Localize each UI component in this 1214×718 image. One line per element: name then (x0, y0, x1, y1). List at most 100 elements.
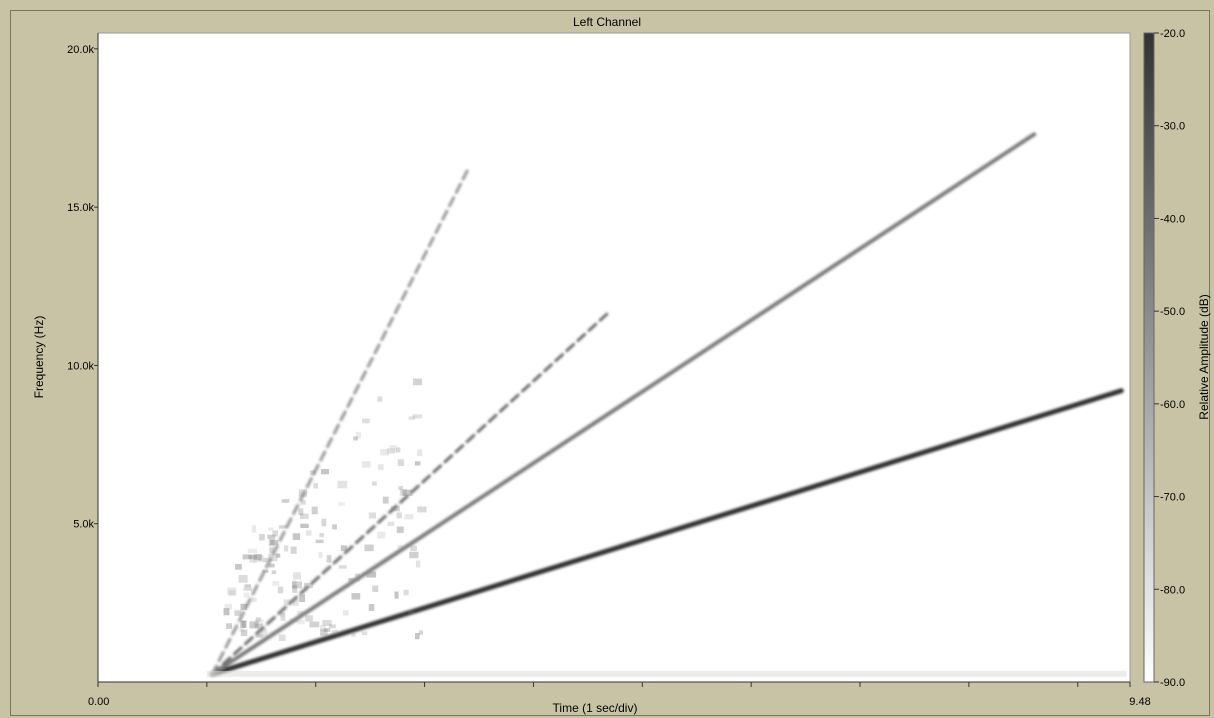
spectral-line-2 (210, 132, 1037, 677)
noise-blob (326, 555, 332, 563)
colorbar (1143, 32, 1155, 683)
y-tick-label: 20.0k (67, 44, 94, 56)
noise-blob (280, 612, 286, 617)
noise-blob (404, 514, 414, 520)
colorbar-tick-label: -20.0 (1160, 28, 1185, 40)
noise-blob (242, 554, 253, 560)
spectral-noise (206, 378, 1127, 677)
noise-blob (299, 513, 309, 520)
noise-blob (389, 445, 397, 453)
colorbar-tick-label: -40.0 (1160, 213, 1185, 225)
noise-blob (329, 624, 336, 629)
noise-blob (234, 610, 242, 616)
noise-blob (257, 628, 268, 637)
noise-blob (280, 617, 286, 621)
noise-blob (254, 619, 264, 626)
colorbar-tick-label: -70.0 (1160, 492, 1185, 504)
noise-blob (355, 431, 361, 439)
plot-area (97, 32, 1131, 683)
noise-blob (239, 627, 245, 633)
noise-blob (268, 553, 278, 562)
noise-blob (281, 499, 290, 503)
noise-blob (223, 608, 230, 616)
noise-blob (277, 586, 284, 594)
noise-blob (299, 594, 306, 603)
noise-blob (396, 526, 404, 534)
noise-blob (248, 555, 258, 559)
noise-blob (378, 464, 384, 471)
noise-blob (305, 530, 312, 536)
noise-blob (320, 629, 328, 636)
noise-blob (402, 489, 413, 496)
noise-band (206, 670, 1127, 677)
noise-blob (278, 634, 286, 642)
noise-blob (322, 620, 332, 626)
noise-blob (305, 615, 313, 622)
noise-blob (368, 604, 375, 611)
noise-blob (292, 580, 297, 589)
noise-blob (354, 573, 360, 582)
noise-blob (408, 416, 416, 420)
noise-blob (396, 447, 401, 453)
noise-blob (323, 627, 331, 632)
noise-blob (263, 557, 268, 563)
noise-blob (240, 603, 248, 611)
noise-blob (249, 554, 257, 563)
noise-blob (332, 524, 337, 530)
noise-blob (391, 506, 400, 512)
noise-blob (252, 597, 257, 603)
noise-blob (292, 533, 301, 541)
axes: 0.00 9.48 5.0k 10.0k 15.0k 20.0k (67, 33, 1151, 708)
noise-blob (241, 620, 246, 628)
noise-blob (293, 572, 301, 580)
noise-blob (353, 436, 358, 441)
noise-blob (268, 527, 274, 531)
noise-blob (386, 447, 395, 454)
noise-blob (417, 506, 427, 513)
noise-blob (268, 563, 275, 568)
colorbar-tick-label: -30.0 (1160, 121, 1185, 133)
noise-blob (254, 623, 263, 629)
noise-blob (271, 570, 277, 575)
colorbar-tick-label: -90.0 (1160, 677, 1185, 689)
noise-blob (310, 470, 316, 476)
noise-blob (337, 480, 348, 489)
noise-blob (415, 633, 420, 640)
noise-blob (351, 632, 356, 637)
noise-blob (297, 620, 305, 625)
colorbar-ticks: -20.0 -30.0 -40.0 -50.0 -60.0 -70.0 -80.0 -90.0 (1154, 28, 1185, 689)
noise-blob (235, 563, 242, 570)
noise-blob (300, 523, 309, 529)
noise-blob (283, 599, 291, 606)
noise-blob (414, 461, 421, 466)
noise-blob (292, 585, 298, 593)
noise-blob (371, 481, 377, 486)
colorbar-tick-label: -80.0 (1160, 584, 1185, 596)
spectral-line-3 (210, 310, 612, 676)
noise-blob (259, 534, 265, 541)
noise-blob (403, 589, 409, 596)
noise-blob (298, 508, 304, 516)
noise-blob (397, 544, 403, 550)
noise-blob (226, 623, 233, 629)
noise-blob (249, 621, 259, 629)
noise-blob (272, 581, 280, 586)
noise-blob (227, 587, 237, 595)
spectral-line-1 (209, 388, 1124, 677)
noise-blob (361, 631, 368, 636)
noise-blob (268, 538, 275, 547)
y-tick-label: 5.0k (73, 519, 94, 531)
y-tick-label: 10.0k (67, 360, 94, 372)
noise-blob (338, 565, 347, 569)
noise-blob (397, 459, 404, 466)
noise-blob (290, 546, 297, 554)
noise-blob (410, 545, 417, 552)
y-tick-label: 15.0k (67, 202, 94, 214)
x-tick-label: 9.48 (1129, 696, 1150, 708)
noise-blob (319, 533, 324, 538)
x-tick-label: 0.00 (88, 696, 109, 708)
x-axis-label: Time (1 sec/div) (553, 701, 638, 715)
noise-blob (243, 592, 250, 598)
noise-blob (321, 518, 327, 527)
